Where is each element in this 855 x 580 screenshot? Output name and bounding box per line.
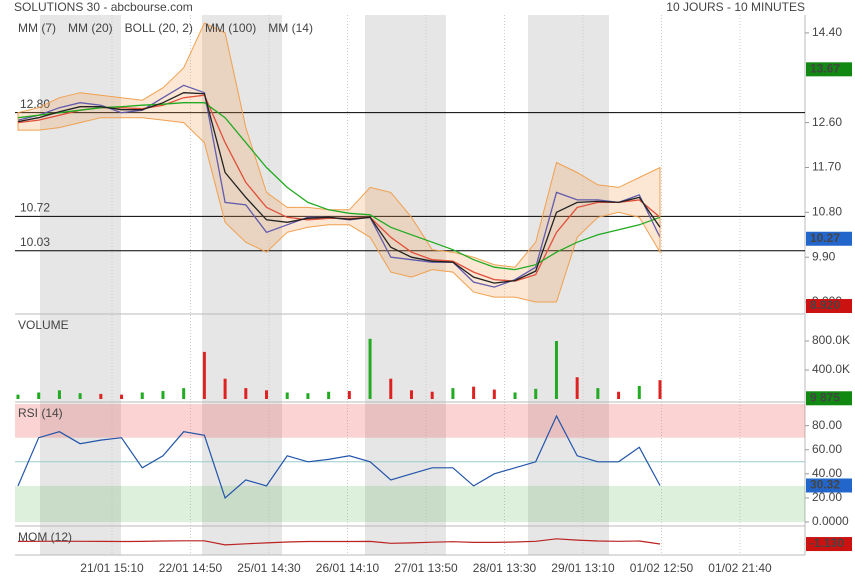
- panel-title: MOM (12): [18, 530, 72, 544]
- price-badge: [806, 478, 852, 493]
- overbought-zone: [15, 404, 805, 438]
- volume-bar: [472, 386, 476, 399]
- legend-item: BOLL (20, 2): [125, 21, 193, 35]
- x-tick-label: 01/02 21:40: [708, 561, 772, 575]
- indicator-line: [17, 414, 661, 499]
- y-tick-label: 10.80: [812, 205, 842, 219]
- level-label: 12.80: [20, 97, 50, 111]
- y-tick-label: 20.00: [812, 490, 842, 504]
- day-band: [40, 15, 121, 555]
- x-tick-label: 01/02 12:50: [630, 561, 694, 575]
- volume-bar: [409, 390, 413, 399]
- badge-label: 8.920: [810, 298, 840, 312]
- volume-bar: [492, 389, 496, 399]
- price-badge: [806, 299, 852, 314]
- price-badge: [806, 391, 852, 406]
- x-tick-label: 21/01 15:10: [80, 561, 144, 575]
- price-badge: [806, 537, 852, 552]
- badge-label: -1.130: [810, 536, 844, 550]
- volume-bar: [140, 392, 144, 399]
- volume-bar: [244, 388, 248, 399]
- volume-bar: [285, 392, 289, 399]
- page-title: SOLUTIONS 30 - abcbourse.com: [14, 0, 193, 14]
- x-tick-label: 25/01 14:30: [237, 561, 301, 575]
- legend-item: MM (7): [18, 21, 56, 35]
- ma-line: [17, 92, 661, 284]
- volume-bar: [265, 390, 269, 399]
- volume-bar: [99, 393, 103, 399]
- panel-title: RSI (14): [18, 406, 63, 420]
- legend-item: MM (14): [268, 21, 313, 35]
- volume-bar: [182, 388, 186, 399]
- volume-bar: [430, 391, 434, 399]
- y-tick-label: 11.70: [812, 160, 841, 174]
- volume-bar: [637, 385, 641, 399]
- indicator-line: [17, 538, 661, 546]
- y-tick-label: 800.0K: [812, 333, 850, 347]
- volume-bar: [16, 394, 20, 399]
- volume-bar: [513, 392, 517, 399]
- volume-bar: [451, 388, 455, 399]
- volume-bar: [37, 392, 41, 399]
- volume-bar: [327, 391, 331, 399]
- volume-bar: [534, 388, 538, 399]
- x-tick-label: 27/01 13:50: [394, 561, 458, 575]
- y-tick-label: 14.40: [812, 25, 842, 39]
- oversold-zone: [15, 485, 805, 522]
- badge-label: 30.32: [810, 478, 840, 492]
- x-tick-label: 28/01 13:30: [473, 561, 537, 575]
- y-tick-label: 400.0K: [812, 362, 850, 376]
- day-band: [528, 15, 609, 555]
- y-tick-label: 9.90: [812, 249, 836, 263]
- volume-bar: [658, 380, 662, 399]
- y-tick-label: 12.60: [812, 115, 842, 129]
- panel-title: VOLUME: [18, 318, 69, 332]
- volume-bar: [575, 377, 579, 399]
- y-tick-label: 60.00: [812, 442, 842, 456]
- y-tick-label: 40.00: [812, 466, 842, 480]
- day-band: [365, 15, 446, 555]
- y-tick-label: 80.00: [812, 418, 842, 432]
- ma-line: [17, 102, 661, 271]
- volume-bar: [347, 391, 351, 399]
- period: 10 JOURS - 10 MINUTES: [666, 0, 805, 14]
- x-tick-label: 29/01 13:10: [551, 561, 615, 575]
- level-label: 10.72: [20, 200, 50, 214]
- volume-bar: [306, 393, 310, 399]
- volume-bar: [596, 388, 600, 399]
- volume-bar: [161, 391, 165, 399]
- volume-bar: [389, 378, 393, 399]
- legend-item: MM (20): [68, 21, 113, 35]
- legend-item: MM (100): [205, 21, 256, 35]
- volume-bar: [554, 341, 558, 399]
- price-badge: [806, 62, 852, 77]
- price-badge: [806, 231, 852, 246]
- level-label: 10.03: [20, 235, 50, 249]
- volume-bar: [368, 338, 372, 399]
- volume-bar: [223, 378, 227, 399]
- bollinger-band: [17, 22, 661, 303]
- badge-label: 13.67: [810, 61, 840, 75]
- volume-bar: [617, 391, 621, 399]
- volume-bar: [78, 393, 82, 399]
- x-tick-label: 26/01 14:10: [316, 561, 380, 575]
- badge-label: 10.27: [810, 231, 840, 245]
- volume-bar: [57, 390, 61, 399]
- volume-bar: [120, 394, 124, 399]
- badge-label: 9 875: [810, 390, 840, 404]
- volume-bar: [202, 351, 206, 399]
- y-tick-label: 0.0000: [812, 514, 849, 528]
- x-tick-label: 22/01 14:50: [159, 561, 223, 575]
